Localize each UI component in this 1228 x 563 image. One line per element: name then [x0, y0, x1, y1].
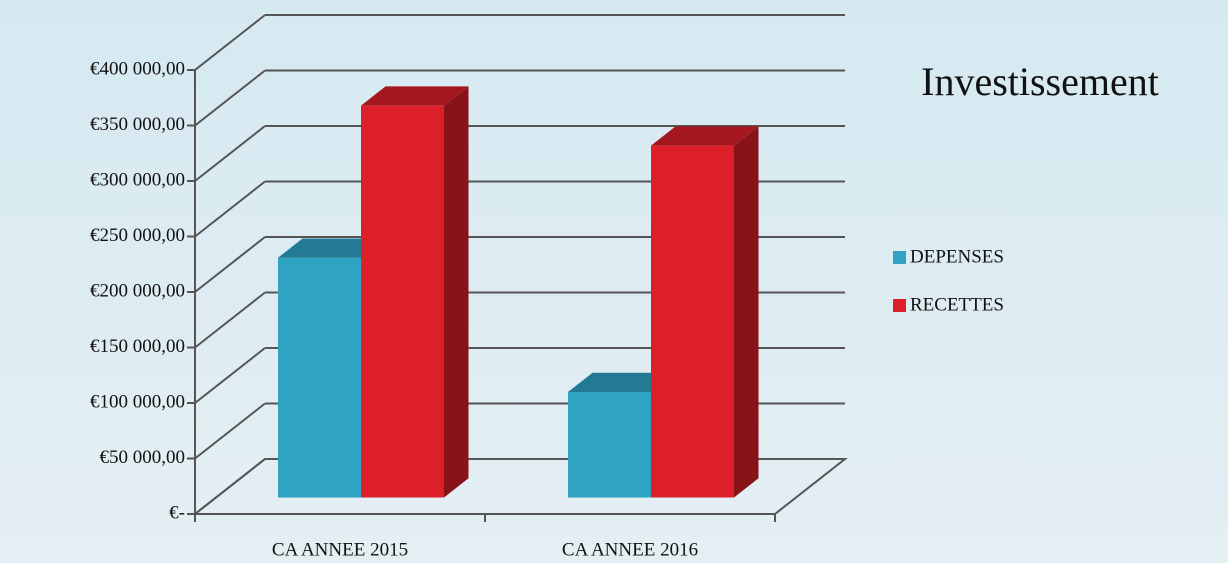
y-tick-label: €200 000,00 — [90, 280, 185, 301]
grid-line — [194, 69, 266, 127]
chart-title: Investissement — [921, 59, 1159, 104]
bar — [568, 392, 651, 498]
grid-line — [194, 236, 266, 293]
bar-top — [278, 238, 386, 258]
x-tick-label: CA ANNEE 2016 — [562, 539, 698, 560]
bar-top — [568, 372, 676, 393]
grid-line — [194, 347, 266, 404]
y-tick-label: €- — [169, 502, 185, 523]
legend-swatch — [893, 299, 906, 312]
legend-label: DEPENSES — [910, 246, 1004, 267]
legend-swatch — [893, 251, 906, 264]
y-tick-label: €50 000,00 — [100, 447, 186, 468]
bar — [361, 105, 444, 498]
y-tick-label: €100 000,00 — [90, 391, 185, 412]
grid-line — [194, 125, 266, 182]
grid-line — [194, 14, 266, 71]
bar-side — [444, 86, 469, 498]
y-tick-label: €350 000,00 — [90, 114, 185, 135]
grid-line — [194, 402, 266, 460]
legend-label: RECETTES — [910, 294, 1004, 315]
x-tick-label: CA ANNEE 2015 — [272, 539, 408, 560]
y-tick-label: €300 000,00 — [90, 169, 185, 190]
y-tick-label: €400 000,00 — [90, 58, 185, 79]
bar — [651, 145, 734, 498]
bar-top — [651, 126, 759, 146]
y-tick-label: €250 000,00 — [90, 225, 185, 246]
bar-side — [734, 126, 759, 498]
grid-line — [194, 458, 266, 515]
grid-line — [194, 291, 266, 349]
bar — [278, 257, 361, 498]
bar-top — [361, 86, 469, 106]
grid-line — [194, 180, 266, 238]
y-tick-label: €150 000,00 — [90, 336, 185, 357]
